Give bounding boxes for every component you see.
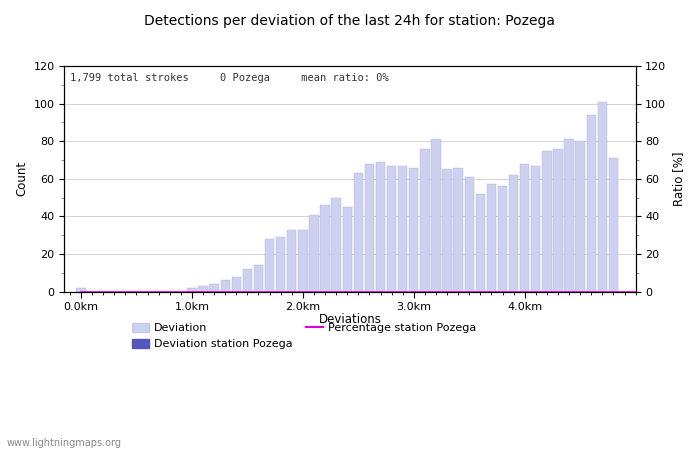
Bar: [342, 207, 352, 292]
Bar: [265, 239, 274, 292]
Bar: [220, 280, 230, 292]
Bar: [409, 167, 419, 292]
Bar: [431, 140, 441, 292]
Bar: [520, 164, 529, 292]
Bar: [354, 173, 363, 292]
Bar: [287, 230, 297, 292]
Bar: [420, 148, 430, 292]
Bar: [276, 237, 286, 292]
Bar: [531, 166, 540, 292]
Bar: [564, 140, 574, 292]
Bar: [398, 166, 407, 292]
Bar: [575, 141, 585, 292]
Bar: [587, 115, 596, 292]
Bar: [321, 205, 330, 292]
Bar: [331, 198, 341, 292]
Legend: Deviation, Deviation station Pozega, Percentage station Pozega: Deviation, Deviation station Pozega, Per…: [127, 319, 481, 354]
Bar: [454, 167, 463, 292]
Y-axis label: Ratio [%]: Ratio [%]: [672, 152, 685, 206]
Bar: [209, 284, 219, 292]
Bar: [442, 169, 452, 292]
Bar: [486, 184, 496, 292]
Bar: [298, 230, 307, 292]
Bar: [598, 102, 607, 292]
Bar: [475, 194, 485, 292]
Bar: [76, 288, 86, 292]
Bar: [387, 166, 396, 292]
Bar: [232, 277, 241, 292]
Bar: [465, 177, 474, 292]
Bar: [309, 215, 318, 292]
Bar: [376, 162, 385, 292]
Bar: [254, 266, 263, 292]
Text: 1,799 total strokes     0 Pozega     mean ratio: 0%: 1,799 total strokes 0 Pozega mean ratio:…: [70, 73, 389, 83]
Bar: [609, 158, 618, 292]
Bar: [198, 286, 208, 292]
Bar: [542, 151, 552, 292]
Bar: [498, 186, 508, 292]
Bar: [553, 148, 563, 292]
Y-axis label: Count: Count: [15, 161, 28, 196]
Bar: [509, 175, 518, 292]
Text: www.lightningmaps.org: www.lightningmaps.org: [7, 438, 122, 448]
Bar: [243, 269, 252, 292]
Text: Detections per deviation of the last 24h for station: Pozega: Detections per deviation of the last 24h…: [144, 14, 556, 27]
Bar: [187, 288, 197, 292]
X-axis label: Deviations: Deviations: [318, 313, 382, 326]
Bar: [365, 164, 374, 292]
